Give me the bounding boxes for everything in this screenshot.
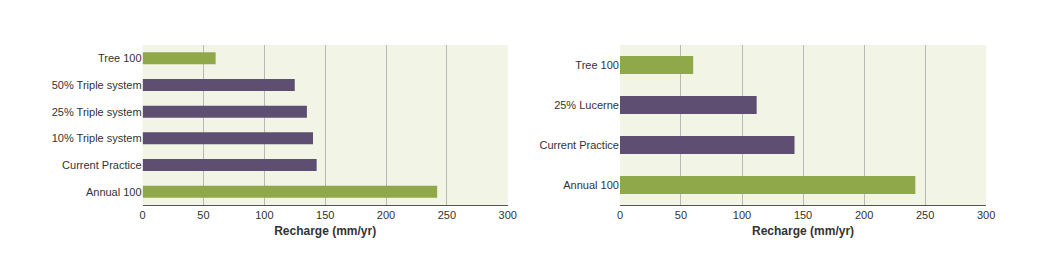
svg-text:0: 0 [617,209,623,221]
svg-text:Recharge (mm/yr): Recharge (mm/yr) [752,224,854,238]
svg-text:50: 50 [675,209,687,221]
svg-text:200: 200 [377,209,395,221]
svg-text:Recharge (mm/yr): Recharge (mm/yr) [274,224,376,238]
svg-text:100: 100 [733,209,751,221]
svg-text:0: 0 [140,209,146,221]
svg-text:50: 50 [197,209,209,221]
svg-text:Tree 100: Tree 100 [98,52,142,64]
svg-text:Annual 100: Annual 100 [563,179,619,191]
svg-text:Tree 100: Tree 100 [575,59,619,71]
svg-text:25% Triple system: 25% Triple system [52,106,142,118]
svg-text:250: 250 [438,209,456,221]
svg-text:Current Practice: Current Practice [539,139,618,151]
svg-text:300: 300 [977,209,995,221]
svg-text:10% Triple system: 10% Triple system [52,132,142,144]
svg-text:Annual 100: Annual 100 [86,186,142,198]
svg-text:100: 100 [255,209,273,221]
svg-text:Current Practice: Current Practice [62,159,141,171]
svg-text:200: 200 [855,209,873,221]
svg-text:50% Triple system: 50% Triple system [52,79,142,91]
svg-text:300: 300 [499,209,517,221]
svg-text:150: 150 [316,209,334,221]
svg-text:150: 150 [794,209,812,221]
svg-text:25% Lucerne: 25% Lucerne [554,99,619,111]
svg-text:250: 250 [916,209,934,221]
